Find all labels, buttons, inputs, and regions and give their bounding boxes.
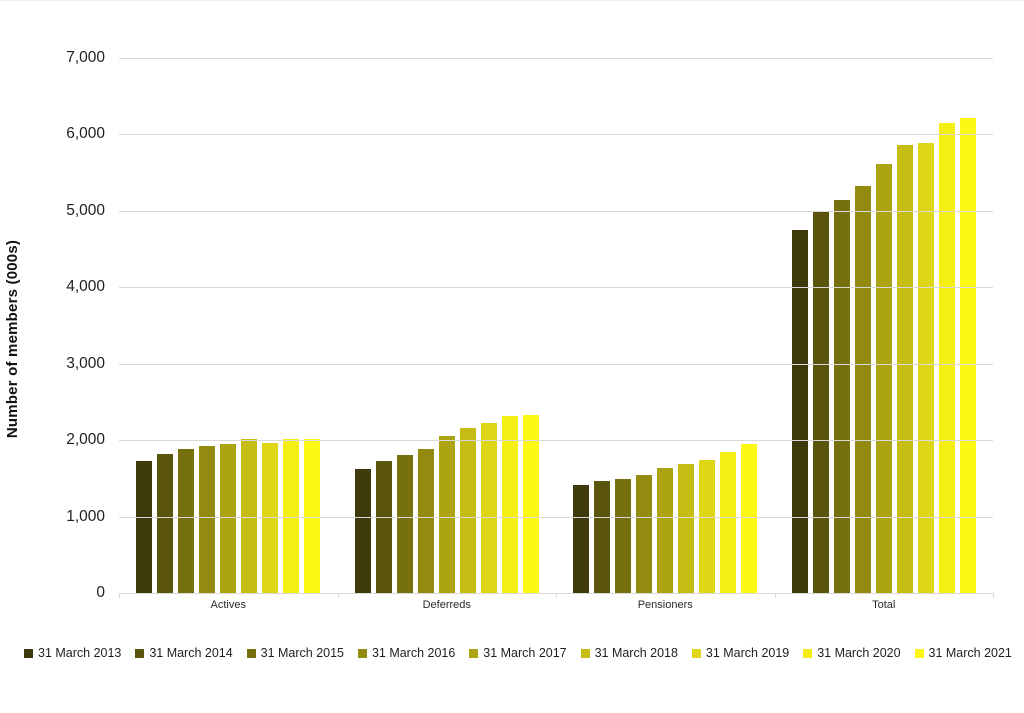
- bar-deferreds-2016: [417, 449, 434, 593]
- legend-label: 31 March 2016: [371, 646, 456, 660]
- legend-swatch-icon: [580, 648, 590, 658]
- y-tick-label: 3,000: [66, 354, 105, 372]
- legend-item-2017: 31 March 2017: [469, 646, 567, 660]
- bar-actives-2018: [241, 439, 258, 593]
- bar-actives-2013: [136, 461, 153, 593]
- bar-group-deferreds: [338, 58, 557, 593]
- axis-tick: [337, 593, 339, 598]
- legend-item-2020: 31 March 2020: [803, 646, 901, 660]
- x-axis-category-labels: Actives Deferreds Pensioners Total: [119, 599, 993, 611]
- legend-swatch-icon: [246, 648, 256, 658]
- y-tick-label: 5,000: [66, 201, 105, 219]
- gridline: [119, 363, 993, 365]
- axis-tick: [774, 593, 776, 598]
- gridline: [119, 516, 993, 518]
- bar-deferreds-2021: [522, 415, 539, 593]
- bar-deferreds-2018: [459, 428, 476, 593]
- bar-deferreds-2014: [375, 461, 392, 593]
- bar-pensioners-2017: [657, 468, 674, 593]
- y-tick-label: 0: [96, 584, 105, 601]
- bar-actives-2021: [304, 439, 321, 593]
- bar-total-2015: [833, 200, 850, 593]
- bar-total-2016: [854, 186, 871, 593]
- bar-group-total: [775, 58, 994, 593]
- bar-group-actives: [119, 58, 338, 593]
- bar-deferreds-2017: [438, 436, 455, 593]
- bar-pensioners-2015: [615, 479, 632, 593]
- axis-tick: [556, 593, 557, 598]
- legend-label: 31 March 2014: [149, 646, 233, 660]
- y-tick-label: 4,000: [66, 278, 105, 296]
- bar-pensioners-2021: [741, 444, 758, 593]
- legend-item-2018: 31 March 2018: [580, 646, 678, 660]
- bar-deferreds-2015: [396, 455, 413, 593]
- bar-deferreds-2013: [354, 469, 371, 593]
- y-tick-label: 7,000: [66, 49, 105, 66]
- y-tick-label: 2,000: [66, 431, 105, 449]
- legend-label: 31 March 2020: [817, 646, 901, 660]
- axis-tick: [119, 593, 120, 598]
- bar-actives-2014: [157, 454, 174, 593]
- bar-pensioners-2014: [594, 481, 611, 593]
- legend-item-2019: 31 March 2019: [691, 646, 790, 660]
- x-category-label-deferreds: Deferreds: [422, 599, 471, 611]
- bar-total-2020: [938, 123, 955, 593]
- y-tick-label: 6,000: [66, 125, 105, 143]
- gridline: [119, 58, 993, 59]
- legend-swatch-icon: [691, 648, 701, 658]
- bar-deferreds-2019: [480, 423, 497, 593]
- bar-total-2021: [959, 118, 976, 593]
- legend-swatch-icon: [24, 648, 33, 658]
- bar-pensioners-2016: [636, 475, 653, 593]
- legend-item-2016: 31 March 2016: [357, 646, 456, 660]
- bar-pensioners-2013: [573, 485, 590, 593]
- legend-label: 31 March 2013: [38, 646, 122, 660]
- legend-swatch-icon: [914, 648, 924, 658]
- legend-label: 31 March 2015: [260, 646, 345, 660]
- bar-total-2013: [791, 230, 808, 593]
- legend-swatch-icon: [135, 648, 145, 658]
- legend-swatch-icon: [469, 648, 479, 658]
- legend-swatch-icon: [803, 648, 813, 658]
- bar-actives-2016: [199, 446, 216, 593]
- legend-item-2021: 31 March 2021: [914, 646, 1012, 660]
- bar-groups: [119, 58, 993, 593]
- bar-pensioners-2019: [699, 460, 716, 593]
- bar-group-pensioners: [556, 58, 775, 593]
- bar-total-2018: [896, 145, 913, 593]
- bar-total-2019: [917, 143, 934, 593]
- legend-label: 31 March 2018: [594, 646, 678, 660]
- bar-total-2017: [875, 164, 892, 593]
- x-category-label-pensioners: Pensioners: [637, 599, 693, 611]
- legend-item-2014: 31 March 2014: [135, 646, 233, 660]
- bar-pensioners-2020: [720, 452, 737, 593]
- bar-total-2014: [812, 211, 829, 593]
- gridline: [119, 134, 993, 136]
- legend: 31 March 2013 31 March 2014 31 March 2015 3…: [24, 645, 1012, 661]
- legend-item-2013: 31 March 2013: [24, 646, 121, 660]
- bar-actives-2015: [178, 449, 195, 593]
- bar-actives-2019: [262, 443, 279, 593]
- bar-deferreds-2020: [501, 416, 518, 593]
- gridline: [119, 287, 993, 289]
- axis-tick: [993, 593, 994, 598]
- bar-pensioners-2018: [678, 464, 695, 593]
- y-tick-label: 1,000: [66, 507, 105, 525]
- x-category-label-total: Total: [872, 599, 896, 611]
- legend-label: 31 March 2021: [928, 646, 1012, 660]
- gridline: [119, 210, 993, 212]
- bar-actives-2017: [220, 444, 237, 593]
- legend-swatch-icon: [357, 648, 367, 658]
- legend-item-2015: 31 March 2015: [246, 646, 345, 660]
- x-category-label-actives: Actives: [210, 599, 246, 611]
- legend-label: 31 March 2019: [705, 646, 790, 660]
- plot-area: [119, 58, 993, 593]
- legend-label: 31 March 2017: [483, 646, 567, 660]
- gridline: [119, 440, 993, 442]
- bar-actives-2020: [283, 439, 300, 593]
